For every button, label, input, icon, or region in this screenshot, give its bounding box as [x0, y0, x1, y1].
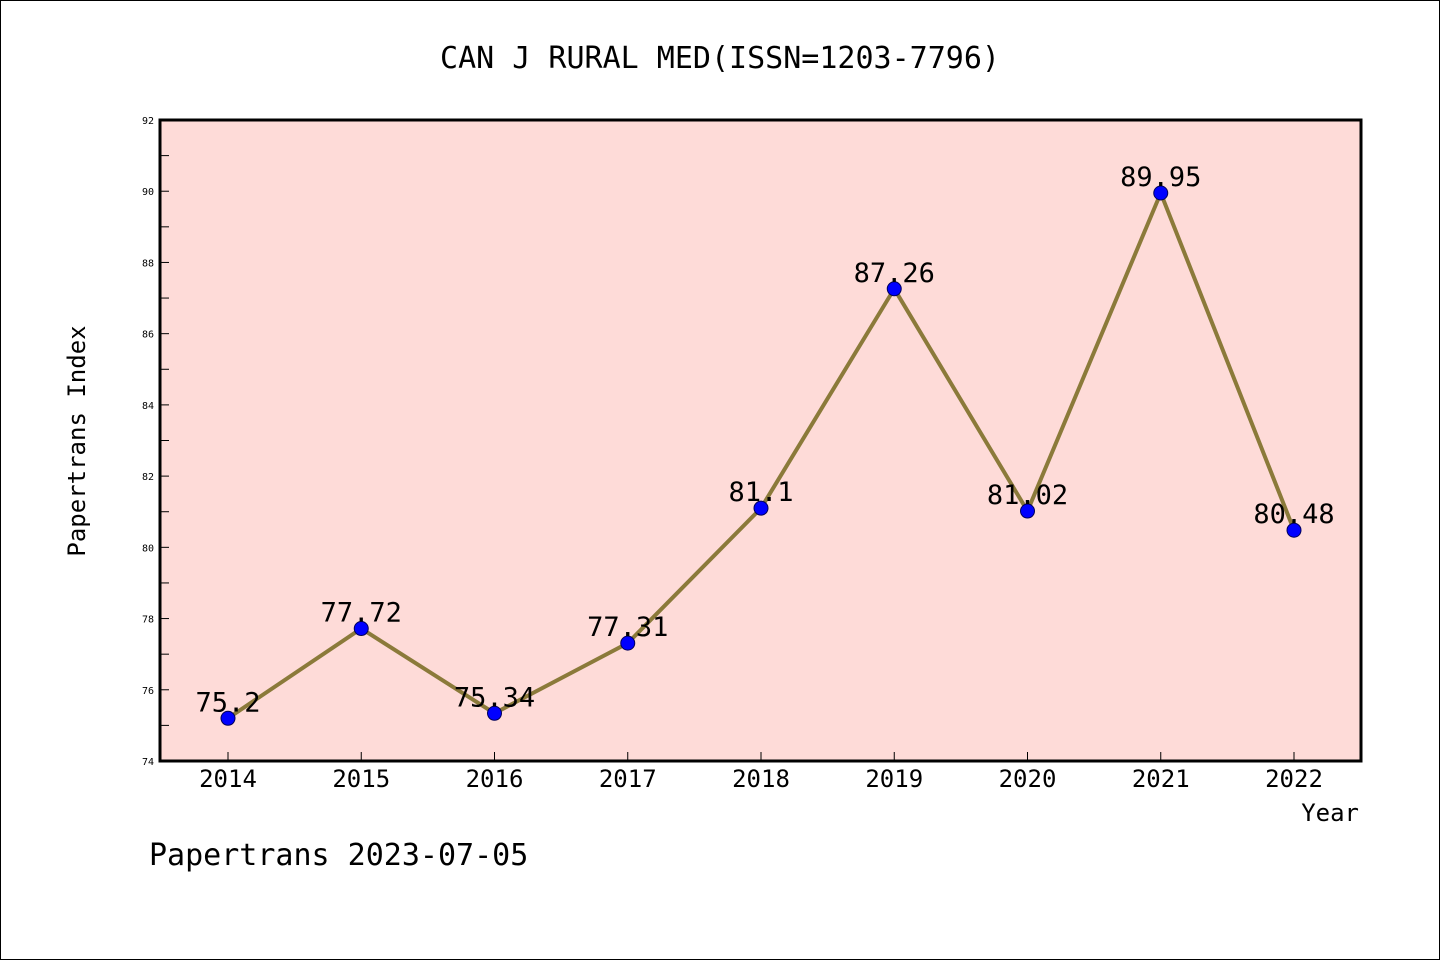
- x-tick-label: 2017: [599, 765, 657, 793]
- data-label: 81.02: [987, 480, 1068, 511]
- data-markers: [220, 185, 1302, 726]
- data-point: [886, 281, 902, 297]
- chart-title: CAN J RURAL MED(ISSN=1203-7796): [440, 41, 1000, 76]
- data-point: [353, 621, 369, 637]
- y-tick-label: 82: [142, 472, 154, 483]
- x-tick-label: 2015: [332, 765, 390, 793]
- data-label: 77.31: [587, 612, 668, 643]
- x-tick-label: 2016: [466, 765, 524, 793]
- y-axis-ticks: 74 76 78 80 82 84 86 88 90 92: [142, 116, 169, 768]
- y-tick-label: 84: [142, 401, 154, 412]
- data-point: [620, 635, 636, 651]
- y-tick-label: 76: [142, 686, 154, 697]
- x-axis-label: Year: [1301, 799, 1359, 827]
- y-tick-label: 90: [142, 187, 154, 198]
- data-point: [753, 500, 769, 516]
- plot-area: [158, 118, 1363, 763]
- y-tick-label: 74: [142, 757, 154, 768]
- x-tick-label: 2018: [732, 765, 790, 793]
- x-axis-ticks: 2014 2015 2016 2017 2018 2019 2020 2021 2022: [199, 752, 1323, 793]
- data-labels: 75.2 77.72 75.34 77.31 81.1 87.26 81.02 89.95 80…: [195, 162, 1334, 718]
- data-point: [1153, 185, 1169, 201]
- data-point: [1020, 503, 1035, 519]
- data-point: [487, 705, 502, 721]
- data-label: 81.1: [728, 477, 793, 508]
- y-tick-label: 78: [142, 615, 154, 626]
- data-label: 75.34: [454, 682, 535, 713]
- data-label: 89.95: [1120, 162, 1201, 193]
- y-tick-label: 80: [142, 543, 154, 554]
- x-tick-label: 2022: [1265, 765, 1323, 793]
- footer-text: Papertrans 2023-07-05: [149, 838, 528, 873]
- x-tick-label: 2014: [199, 765, 257, 793]
- x-tick-label: 2020: [999, 765, 1057, 793]
- data-point: [1286, 522, 1302, 538]
- data-label: 87.26: [854, 258, 935, 289]
- data-point: [220, 710, 236, 726]
- y-tick-label: 92: [142, 116, 154, 127]
- data-label: 75.2: [195, 687, 260, 718]
- y-tick-label: 86: [142, 330, 154, 341]
- data-label: 80.48: [1253, 499, 1334, 530]
- y-tick-label: 88: [142, 258, 154, 269]
- x-tick-label: 2019: [865, 765, 923, 793]
- data-label: 77.72: [321, 598, 402, 629]
- x-tick-label: 2021: [1132, 765, 1190, 793]
- y-axis-label: Papertrans Index: [63, 325, 91, 556]
